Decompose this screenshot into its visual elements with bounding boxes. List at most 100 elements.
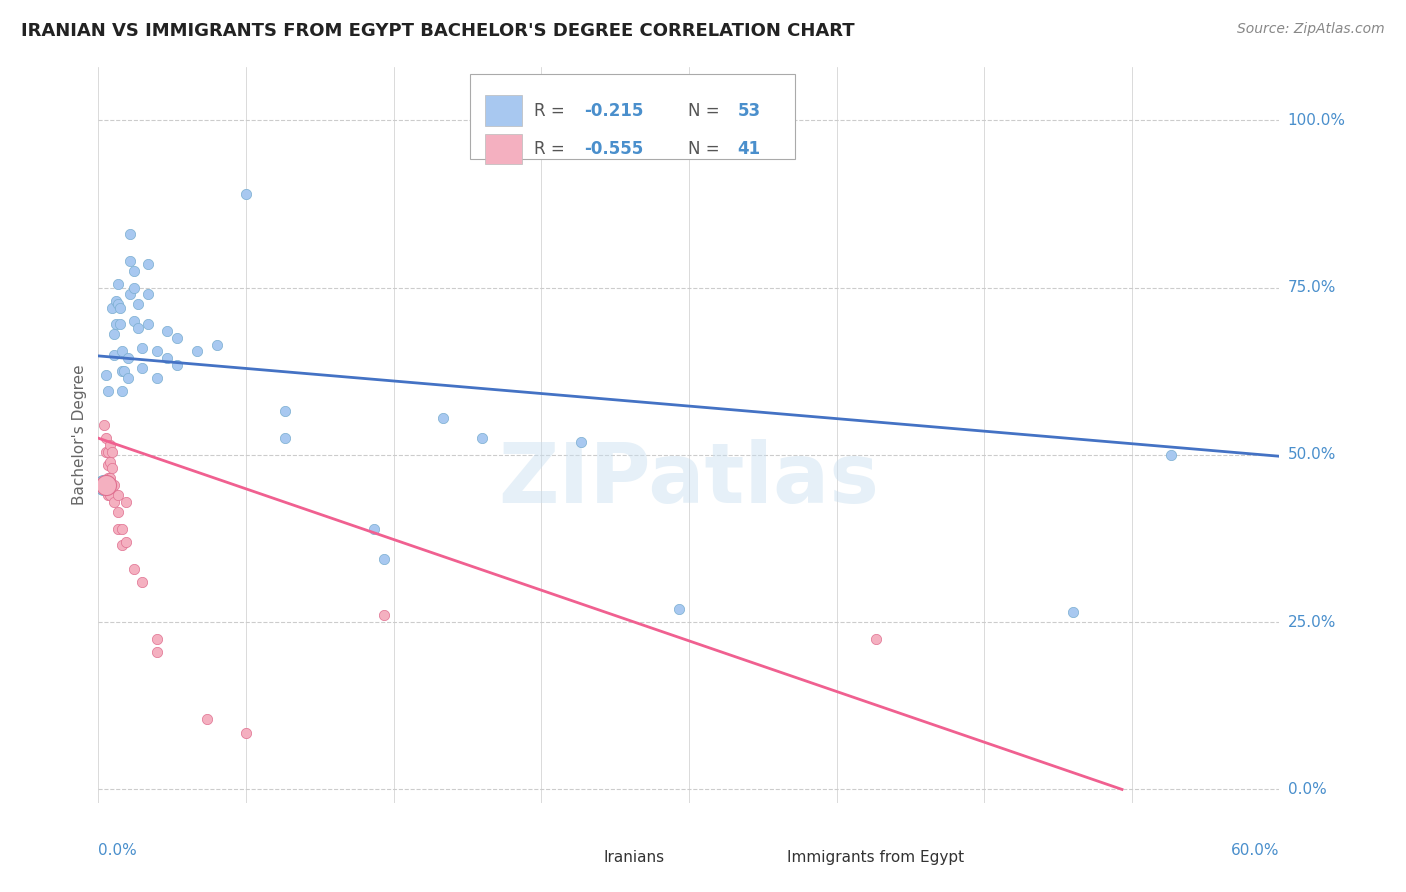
Y-axis label: Bachelor's Degree: Bachelor's Degree [72,365,87,505]
Point [195,712,218,726]
Point [96,478,118,492]
Point [668,601,690,615]
Point [131,341,153,355]
Point [131,360,153,375]
Point [108,318,131,332]
Text: 50.0%: 50.0% [1288,448,1336,462]
Point [98,488,121,502]
Point [235,725,257,739]
Text: IRANIAN VS IMMIGRANTS FROM EGYPT BACHELOR'S DEGREE CORRELATION CHART: IRANIAN VS IMMIGRANTS FROM EGYPT BACHELO… [21,22,855,40]
Point [146,645,169,659]
Point [98,454,121,469]
Point [122,562,145,576]
Point [166,358,188,372]
Point [363,521,385,535]
Point [115,534,138,549]
Text: Source: ZipAtlas.com: Source: ZipAtlas.com [1237,22,1385,37]
Point [93,478,115,492]
Text: Iranians: Iranians [605,850,665,864]
Point [235,187,257,202]
Point [97,384,120,399]
Point [101,301,124,315]
Point [432,411,454,425]
Point [93,417,115,432]
Point [107,505,129,519]
FancyBboxPatch shape [754,846,780,869]
Text: 41: 41 [737,140,761,158]
Point [117,351,139,365]
Point [122,280,145,294]
Point [97,458,120,472]
Point [1160,448,1182,462]
Point [156,351,179,365]
Text: N =: N = [688,102,720,120]
Text: 0.0%: 0.0% [98,843,138,858]
Point [105,318,128,332]
Point [156,324,179,338]
Point [136,287,159,301]
Text: 75.0%: 75.0% [1288,280,1336,295]
Point [122,314,145,328]
Point [117,371,139,385]
Point [111,521,134,535]
Point [107,521,129,535]
Point [471,431,494,445]
Point [101,481,124,495]
Point [96,444,118,458]
FancyBboxPatch shape [485,134,523,164]
FancyBboxPatch shape [471,74,796,159]
Text: 60.0%: 60.0% [1232,843,1279,858]
Point [111,364,134,378]
Point [373,551,395,566]
Text: R =: R = [534,102,565,120]
Text: Immigrants from Egypt: Immigrants from Egypt [787,850,965,864]
FancyBboxPatch shape [571,846,596,869]
Point [136,257,159,271]
Text: R =: R = [534,140,565,158]
Point [118,287,141,301]
Text: 53: 53 [737,102,761,120]
Point [205,337,228,351]
Point [101,444,124,458]
Point [103,478,125,492]
Point [103,347,125,362]
Point [865,632,887,646]
Point [112,364,135,378]
Point [96,368,118,382]
Point [111,344,134,359]
Point [97,444,120,458]
Text: ZIPatlas: ZIPatlas [499,439,879,519]
Point [122,264,145,278]
Point [131,574,153,589]
Point [569,434,592,449]
Point [98,438,121,452]
Point [96,431,118,445]
Text: N =: N = [688,140,720,158]
Point [115,494,138,508]
Point [105,293,128,308]
Point [274,404,297,418]
Point [111,384,134,399]
Text: -0.215: -0.215 [583,102,643,120]
Point [118,253,141,268]
Point [127,297,149,311]
Text: 25.0%: 25.0% [1288,615,1336,630]
Point [166,331,188,345]
Point [107,488,129,502]
Point [373,608,395,623]
Point [97,488,120,502]
Point [108,301,131,315]
Point [274,431,297,445]
Point [107,297,129,311]
Text: 0.0%: 0.0% [1288,782,1326,797]
Point [107,277,129,292]
FancyBboxPatch shape [485,95,523,126]
Point [146,344,169,359]
Point [136,318,159,332]
Text: -0.555: -0.555 [583,140,643,158]
Point [97,471,120,485]
Point [186,344,208,359]
Point [1062,605,1084,619]
Point [146,371,169,385]
Point [118,227,141,241]
